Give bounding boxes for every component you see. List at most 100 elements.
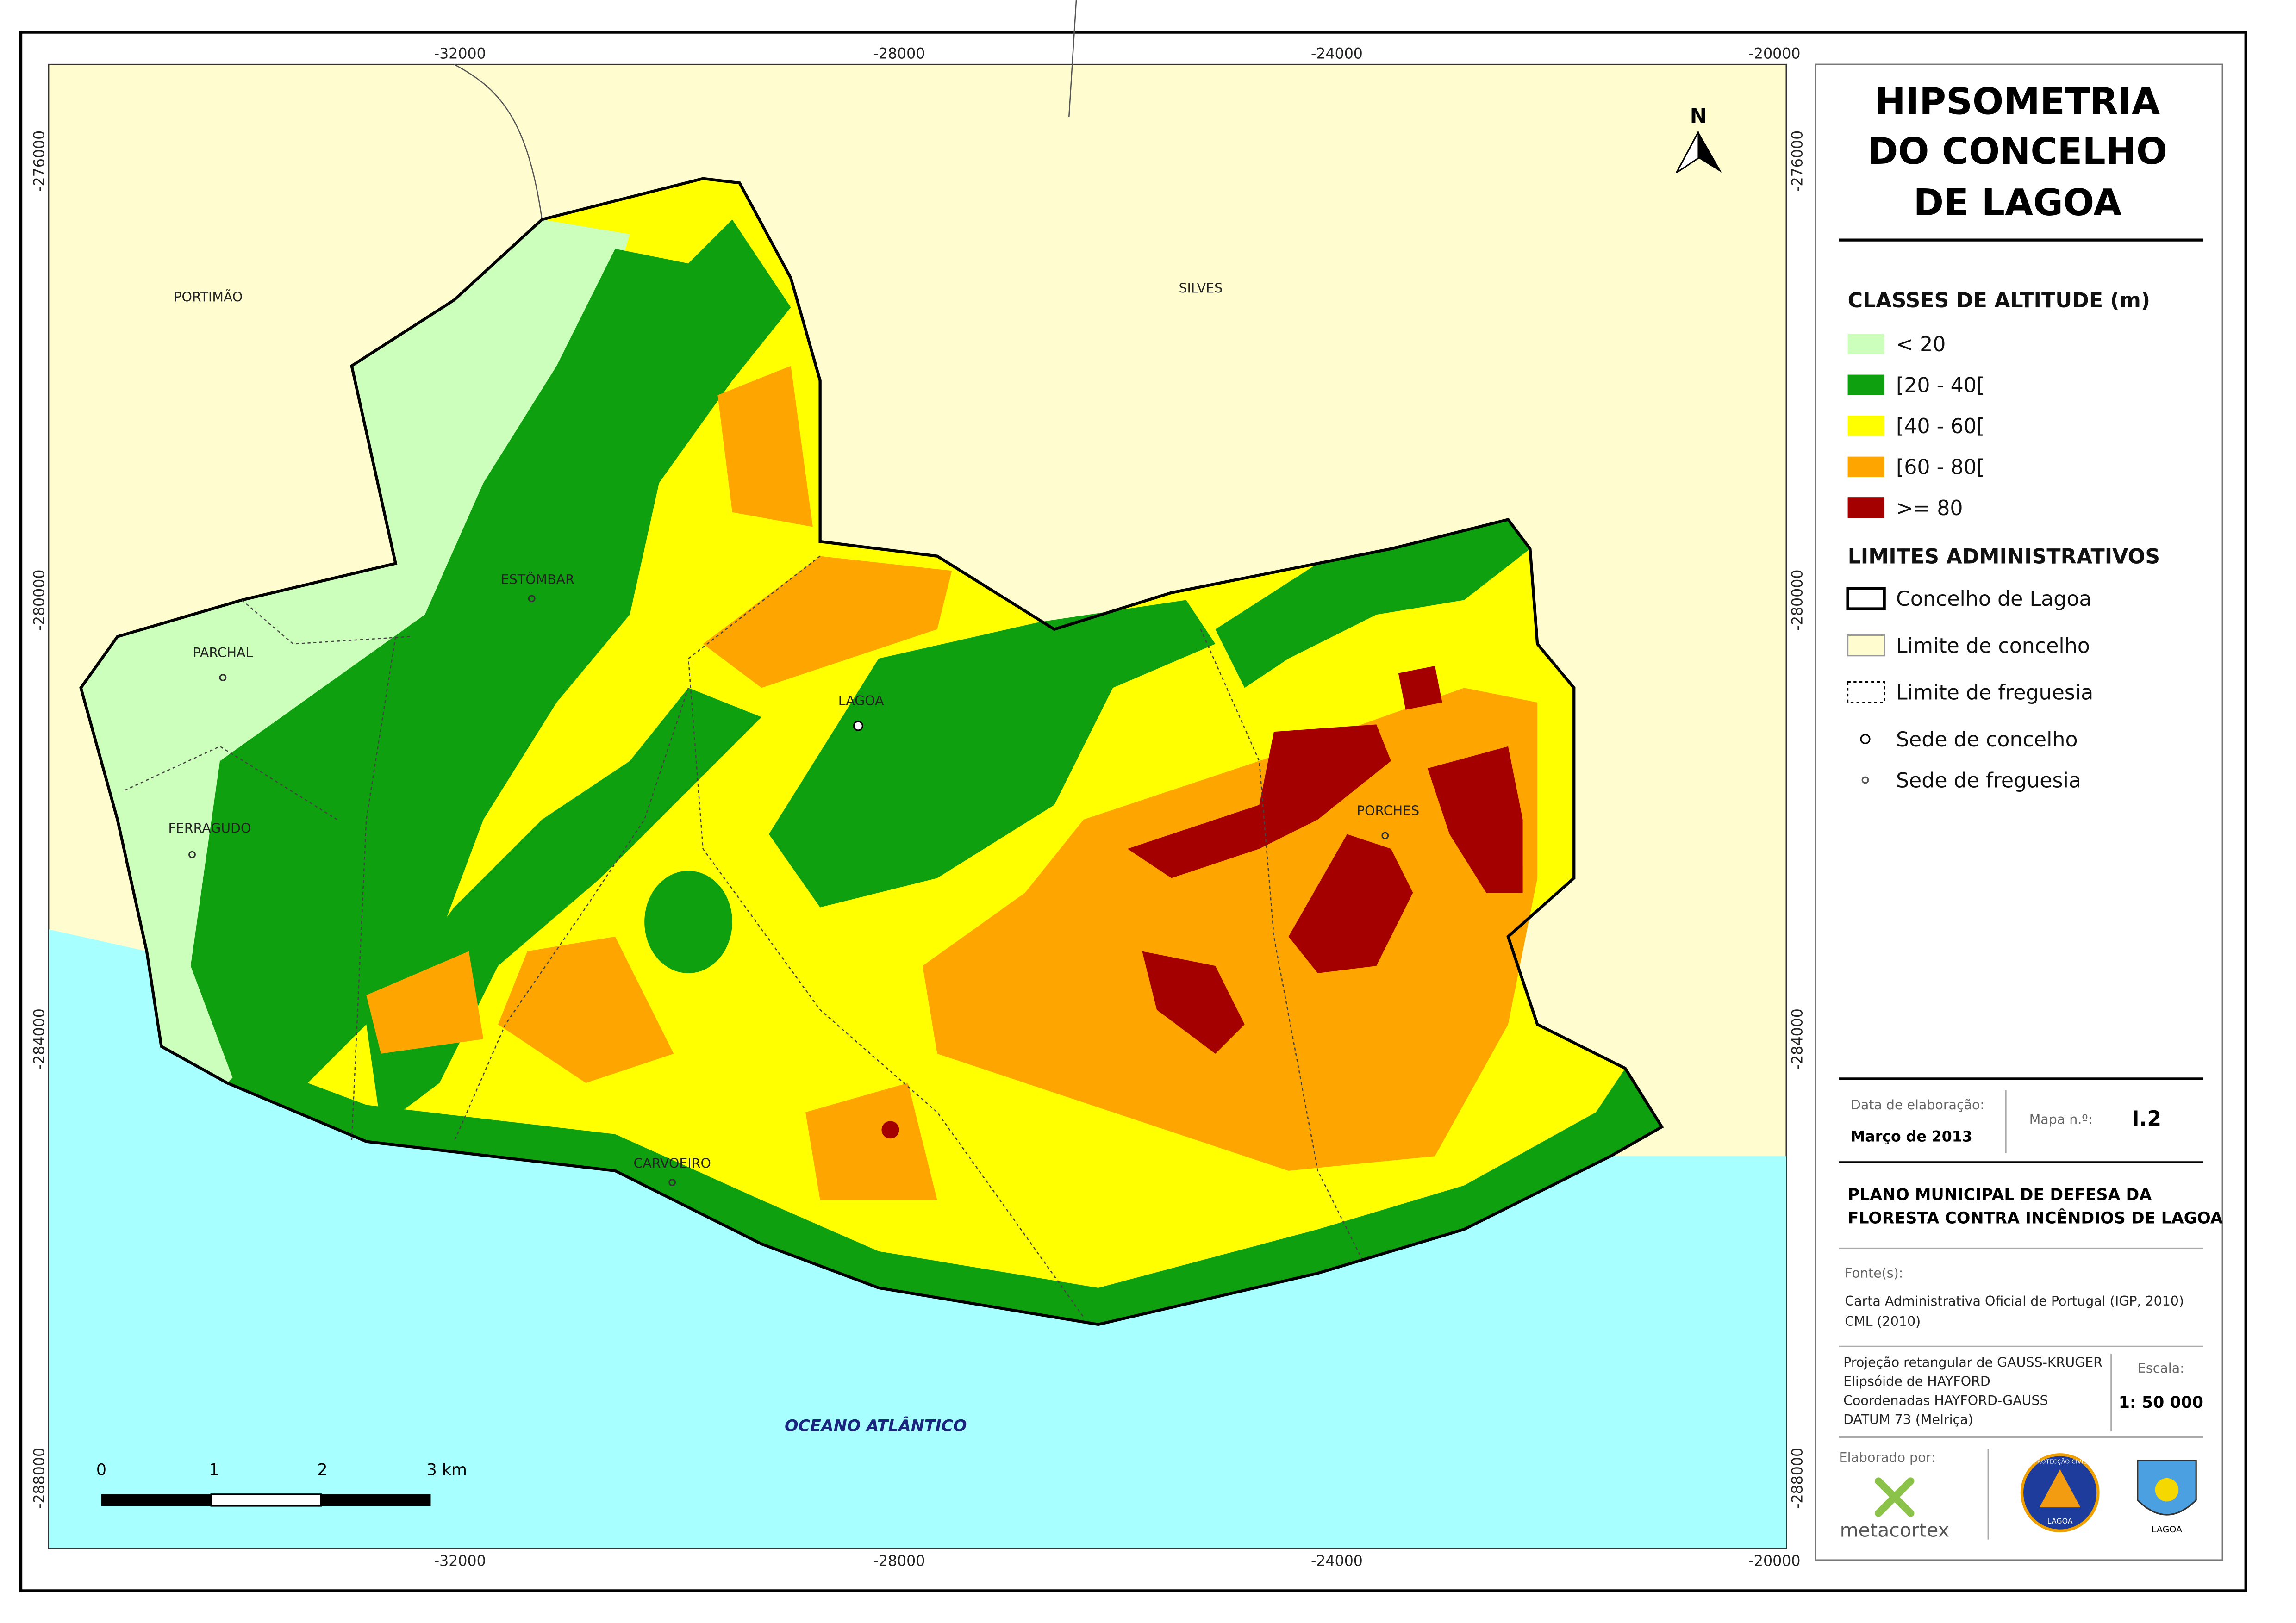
scale-bar	[321, 1494, 431, 1506]
legend-label: [40 - 60[	[1896, 415, 1984, 438]
company-logo	[1875, 1477, 1915, 1517]
y-tick-label: -280000	[1790, 570, 1806, 631]
logo-text: LAGOA	[2152, 1524, 2182, 1535]
sea	[49, 929, 1786, 1548]
green-zone	[768, 600, 1216, 908]
legend-label: >= 80	[1896, 497, 1963, 520]
y-tick-label: -276000	[1790, 131, 1806, 192]
high-zone	[1428, 746, 1523, 893]
path-shape	[1875, 1477, 1915, 1517]
legend-swatch	[1847, 681, 1885, 703]
info-label: Mapa n.º:	[2029, 1112, 2093, 1127]
projection: DATUM 73 (Melriça)	[1843, 1412, 1973, 1427]
altitude-legend: < 20 [20 - 40[[40 - 60[[60 - 80[>= 80	[1847, 333, 1984, 520]
info-label: Data de elaboração:	[1851, 1097, 1984, 1113]
legend-symbol	[1860, 734, 1871, 745]
info-label: Fonte(s):	[1845, 1266, 1903, 1281]
legend-heading: CLASSES DE ALTITUDE (m)	[1848, 289, 2151, 312]
high-zone	[1398, 665, 1442, 710]
high-zone	[881, 1121, 899, 1139]
place-label: PORCHES	[1357, 803, 1419, 818]
legend-swatch	[1847, 634, 1885, 657]
side-panel: HIPSOMETRIA DO CONCELHO DE LAGOA CLASSES…	[1815, 63, 2223, 1561]
y-tick-label: -284000	[1790, 1008, 1806, 1070]
legend-swatch	[1847, 416, 1884, 436]
place-label: CARVOEIRO	[634, 1156, 711, 1171]
x-tick-label: -20000	[1748, 1553, 1800, 1570]
civil-protection-logo	[2039, 1469, 2081, 1508]
legend-swatch	[1847, 334, 1884, 354]
map-area: PORTIMÃO SILVES ESTÔMBAR PARCHAL LAGOA F…	[48, 0, 1787, 1549]
scale-bar	[210, 1493, 322, 1507]
orange-zone	[366, 951, 484, 1054]
frame	[19, 31, 2247, 1592]
source: CML (2010)	[1845, 1314, 1921, 1329]
legend-swatch	[1846, 587, 1886, 610]
panel-frame	[1815, 63, 2223, 1561]
green-zone	[190, 219, 791, 1083]
orange-zone	[923, 688, 1538, 1171]
legend-label: Concelho de Lagoa	[1896, 587, 2092, 611]
high-zone	[1288, 834, 1413, 973]
legend-label: [20 - 40[	[1896, 373, 1984, 397]
legend-label: Limite de concelho	[1896, 634, 2090, 658]
orange-zone	[498, 936, 674, 1083]
source: Carta Administrativa Oficial de Portugal…	[1845, 1293, 2184, 1309]
projection: Coordenadas HAYFORD-GAUSS	[1843, 1393, 2048, 1408]
legend-swatch	[1847, 497, 1884, 518]
coordinate-ticks: -32000 -28000 -24000 -20000 -32000 -2800…	[31, 45, 1806, 1569]
place-label: LAGOA	[838, 693, 884, 709]
y-tick-label: -288000	[31, 1448, 48, 1509]
parish-seat	[668, 1179, 676, 1187]
y-tick-label: -276000	[31, 131, 48, 192]
company-name: metacortex	[1840, 1519, 1949, 1541]
x-tick-label: -24000	[1311, 45, 1363, 62]
parish-seat	[219, 674, 227, 682]
y-tick-label: -284000	[31, 1008, 48, 1070]
title: HIPSOMETRIA	[1875, 81, 2160, 123]
scale-label: 0	[96, 1461, 106, 1480]
info-label: Elaborado por:	[1839, 1450, 1936, 1465]
x-tick-label: -28000	[873, 45, 925, 62]
legend-label: Sede de freguesia	[1896, 769, 2081, 792]
info-value: Março de 2013	[1851, 1129, 1972, 1145]
ocean-label: OCEANO ATLÂNTICO	[785, 1416, 967, 1436]
logo-text: PROTECÇÃO CIVIL	[2034, 1458, 2086, 1465]
legend-heading: LIMITES ADMINISTRATIVOS	[1848, 545, 2160, 568]
parish-seat	[188, 851, 196, 858]
parish-seat	[528, 595, 536, 603]
info-label: Escala:	[2138, 1361, 2184, 1376]
legend-swatch	[1847, 374, 1884, 395]
high-zone	[1127, 724, 1391, 878]
municipal-seat	[853, 721, 863, 731]
scale-label: 2	[317, 1461, 327, 1480]
green-zone	[1215, 519, 1530, 688]
y-tick-label: -288000	[1790, 1448, 1806, 1509]
x-tick-label: -20000	[1748, 45, 1800, 62]
orange-zone	[718, 366, 813, 527]
plan-title: PLANO MUNICIPAL DE DEFESA DA	[1848, 1186, 2152, 1204]
orange-zone	[703, 556, 952, 688]
x-tick-label: -28000	[873, 1553, 925, 1570]
x-tick-label: -32000	[434, 1553, 486, 1570]
projection: Projeção retangular de GAUSS-KRUGER	[1843, 1355, 2103, 1370]
legend-swatch	[1847, 456, 1884, 477]
north-arrow	[1698, 131, 1722, 173]
place-label: ESTÔMBAR	[501, 572, 574, 587]
legend-symbol	[1861, 776, 1869, 784]
title: DO CONCELHO	[1868, 130, 2167, 173]
high-zone	[1142, 951, 1245, 1054]
plan-title: FLORESTA CONTRA INCÊNDIOS DE LAGOA	[1848, 1208, 2223, 1228]
place-label: FERRAGUDO	[168, 821, 251, 836]
info-value: 1: 50 000	[2119, 1393, 2203, 1412]
info-value: I.2	[2132, 1107, 2161, 1131]
place-label: PARCHAL	[193, 645, 253, 660]
legend-label: [60 - 80[	[1896, 456, 1984, 479]
legend-label: Sede de concelho	[1896, 728, 2078, 752]
place-label: PORTIMÃO	[174, 289, 243, 305]
x-tick-label: -32000	[434, 45, 486, 62]
parish-seat	[1381, 832, 1389, 839]
logo-text: LAGOA	[2047, 1517, 2073, 1525]
